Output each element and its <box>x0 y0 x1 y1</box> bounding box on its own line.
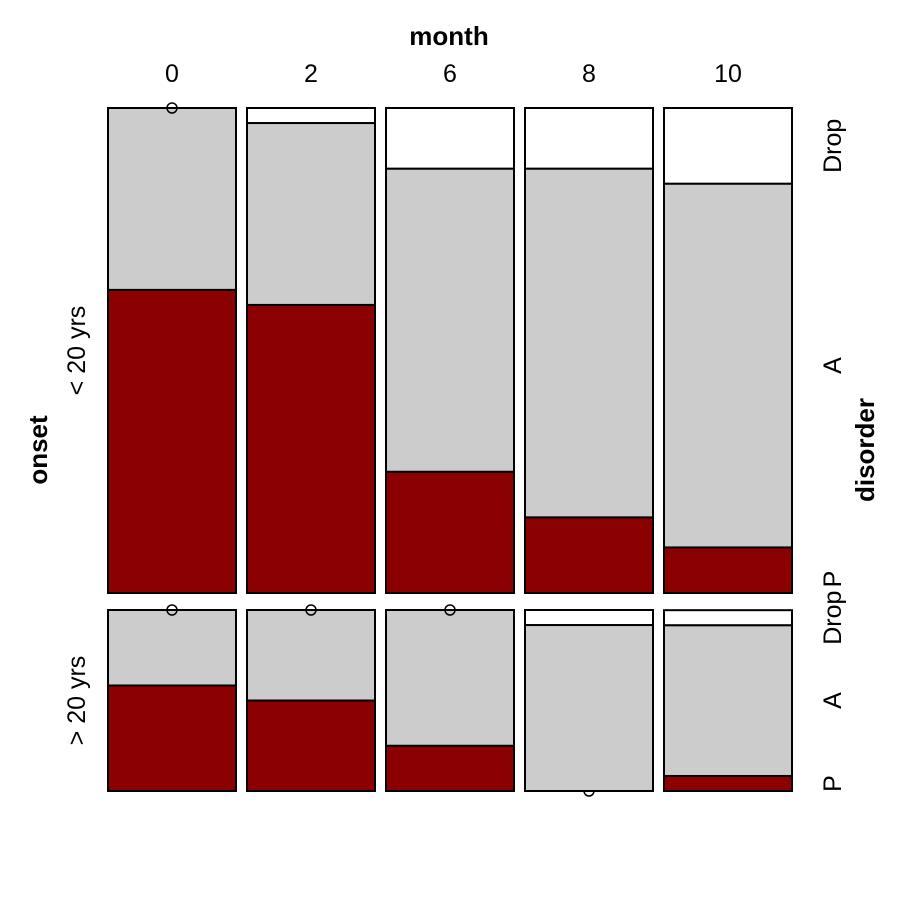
month-label-10: 10 <box>714 60 742 88</box>
disorder-tick-labels: P A Drop P A Drop <box>819 119 847 792</box>
disorder-label-a: A <box>819 692 847 709</box>
month-label-2: 2 <box>304 60 318 88</box>
month-label-6: 6 <box>443 60 457 88</box>
disorder-label-p: P <box>819 571 847 588</box>
onset-label: > 20 yrs <box>63 656 91 746</box>
tile-p <box>246 699 376 792</box>
tile-a <box>385 609 515 747</box>
disorder-label-drop: Drop <box>819 119 847 173</box>
onset-label: < 20 yrs <box>63 306 91 396</box>
month-label-8: 8 <box>582 60 596 88</box>
tile-a <box>663 182 793 549</box>
tile-p <box>663 546 793 594</box>
month-label-0: 0 <box>165 60 179 88</box>
empty-cell-marker <box>305 604 317 616</box>
tile-a <box>107 609 237 687</box>
tile-p <box>663 774 793 792</box>
tile-a <box>246 609 376 702</box>
tile-a <box>107 107 237 291</box>
tile-a <box>663 624 793 777</box>
tile-p <box>385 744 515 792</box>
tile-a <box>246 122 376 306</box>
tile-a <box>385 167 515 473</box>
row-axis-title: onset <box>23 415 53 485</box>
tile-drop <box>385 107 515 170</box>
fill-axis-title: disorder <box>850 398 880 502</box>
tile-a <box>524 624 654 793</box>
tile-drop <box>524 107 654 170</box>
onset-tick-labels: < 20 yrs > 20 yrs <box>63 306 91 746</box>
mosaic-tiles <box>107 102 793 797</box>
disorder-label-p: P <box>819 775 847 792</box>
empty-cell-marker <box>166 102 178 114</box>
tile-drop <box>246 107 376 125</box>
tile-p <box>385 470 515 594</box>
tile-drop <box>524 609 654 627</box>
tile-p <box>524 516 654 595</box>
empty-cell-marker <box>166 604 178 616</box>
tile-p <box>246 303 376 594</box>
disorder-label-a: A <box>819 357 847 374</box>
tile-p <box>107 684 237 792</box>
tile-drop <box>663 609 793 627</box>
tile-a <box>524 167 654 519</box>
disorder-label-drop: Drop <box>819 591 847 645</box>
tile-p <box>107 288 237 594</box>
tile-drop <box>663 107 793 185</box>
month-tick-labels: 0 2 6 8 10 <box>165 60 742 88</box>
x-axis-title: month <box>409 21 488 51</box>
empty-cell-marker <box>444 604 456 616</box>
